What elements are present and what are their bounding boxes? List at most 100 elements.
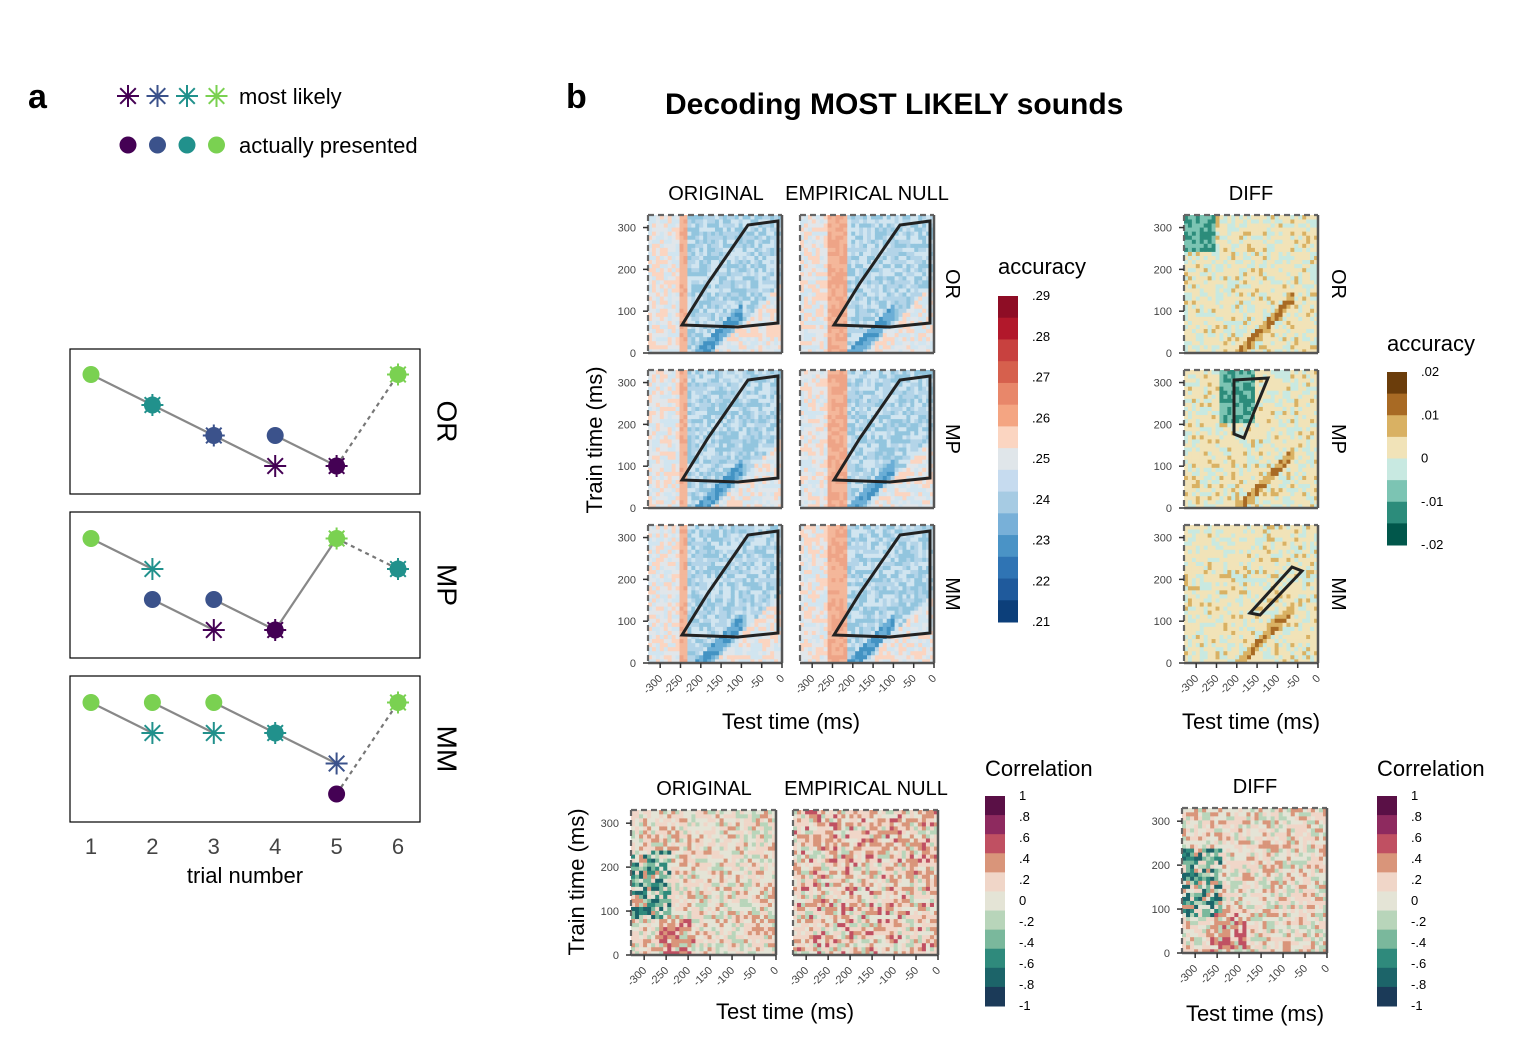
heatmap-cell [1199,332,1205,338]
heatmap-cell [1286,316,1291,321]
heatmap-cell [823,259,828,265]
heatmap-cell [762,304,767,309]
heatmap-cell [1270,328,1276,334]
heatmap-cell [1251,239,1256,244]
heatmap-cell [778,410,783,416]
heatmap-cell [1187,316,1193,321]
heatmap-cell [707,223,712,228]
heatmap-cell [778,271,783,277]
heatmap-cell [906,255,911,261]
heatmap-cell [734,308,740,313]
heatmap-cell [819,410,825,416]
heatmap-cell [878,316,884,321]
heatmap-cell [831,284,836,289]
heatmap-cell [1223,227,1228,232]
heatmap-cell [800,390,805,395]
heatmap-cell [711,471,716,476]
heatmap-cell [815,247,821,252]
heatmap-cell [746,239,751,244]
heatmap-cell [722,487,728,493]
heatmap-cell [1215,300,1220,305]
heatmap-cell [667,320,673,325]
heatmap-cell [847,243,852,248]
heatmap-cell [827,487,832,493]
heatmap-cell [695,382,700,387]
heatmap-cell [906,316,911,321]
heatmap-cell [730,328,736,334]
heatmap-cell [655,259,661,265]
heatmap-cell [1235,239,1240,244]
heatmap-cell [894,320,899,325]
heatmap-cell [1251,231,1256,236]
heatmap-cell [699,390,704,395]
heatmap-cell [815,288,821,293]
heatmap-cell [1278,239,1283,244]
heatmap-cell [1282,267,1287,273]
heatmap-cell [1199,340,1205,346]
heatmap-cell [1247,300,1252,305]
heatmap-cell [707,394,712,399]
heatmap-cell [863,251,868,256]
heatmap-cell [859,336,864,342]
heatmap-cell [754,231,759,236]
heatmap-cell [778,447,783,452]
heatmap-cell [746,267,751,273]
heatmap-cell [715,263,720,269]
heatmap-cell [730,223,736,228]
heatmap-cell [687,288,692,293]
heatmap-cell [1270,223,1276,228]
heatmap-cell [815,336,821,342]
heatmap-cell [1298,348,1303,354]
heatmap-cell [734,259,740,265]
heatmap-cell [1239,304,1244,309]
heatmap-cell [738,402,743,407]
heatmap-cell [663,491,669,497]
heatmap-cell [1215,284,1220,289]
heatmap-cell [1274,300,1279,305]
heatmap-cell [742,292,747,297]
heatmap-cell [683,320,688,325]
heatmap-cell [774,292,779,297]
heatmap-cell [734,483,740,489]
heatmap-cell [922,340,927,346]
heatmap-cell [882,312,888,317]
heatmap-cell [1243,275,1248,281]
heatmap-cell [1215,279,1220,285]
heatmap-cell [930,275,935,281]
heatmap-cell [1274,239,1279,244]
heatmap-cell [750,370,755,375]
heatmap-cell [1203,279,1209,285]
heatmap-cell [843,255,848,261]
heatmap-cell [1195,215,1201,220]
transition-line [151,404,215,437]
heatmap-cell [890,304,895,309]
heatmap-cell [730,390,736,395]
heatmap-cell [683,247,688,252]
heatmap-cell [914,255,919,261]
heatmap-cell [655,491,661,497]
heatmap-cell [758,267,763,273]
heatmap-cell [675,227,680,232]
heatmap-cell [655,263,661,269]
heatmap-cell [1247,223,1252,228]
heatmap-cell [1184,279,1189,285]
heatmap-cell [770,288,775,293]
heatmap-cell [803,223,809,228]
heatmap-cell [770,296,775,301]
heatmap-cell [800,279,805,285]
heatmap-cell [762,271,767,277]
heatmap-cell [819,374,825,379]
heatmap-cell [1290,227,1295,232]
panel-a-label: a [28,78,48,116]
heatmap-cell [695,491,700,497]
heatmap-cell [1191,292,1197,297]
presented-dot [205,591,223,608]
heatmap-cell [1195,336,1201,342]
heatmap-cell [742,255,747,261]
heatmap-cell [774,495,779,501]
presented-dot [82,530,100,547]
heatmap-cell [671,459,676,464]
heatmap-cell [1211,243,1216,248]
heatmap-cell [811,255,817,261]
heatmap-cell [687,275,692,281]
